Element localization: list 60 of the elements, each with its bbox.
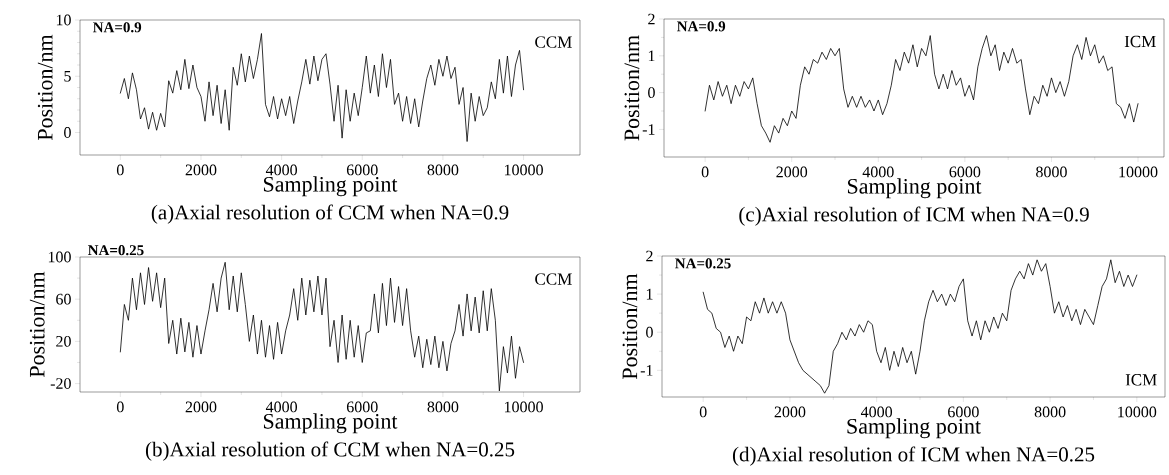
x-tick-label: 8000 (427, 164, 459, 176)
y-tick-label: 20 (56, 335, 71, 347)
x-tick-label: 0 (701, 166, 709, 178)
y-tick-label: -20 (50, 378, 71, 389)
x-tick-label: 6000 (948, 406, 979, 418)
annotation: NA=0.25 (675, 258, 731, 269)
x-tick-label: 4000 (265, 401, 298, 413)
y-tick-label: 2 (648, 13, 655, 25)
y-tick-label: -1 (642, 124, 655, 135)
x-tick-label: 2000 (774, 406, 806, 418)
x-tick-label: 10000 (1119, 166, 1158, 178)
x-tick-label: 2000 (185, 401, 217, 413)
annotation: NA=0.9 (676, 21, 726, 32)
annotation: ICM (1125, 374, 1157, 386)
annotation: ICM (1124, 35, 1156, 48)
text: (b)Axial resolution of CCM when NA=0.25 (145, 441, 515, 461)
x-tick-label: 8000 (427, 401, 459, 413)
x-tick-label: 10000 (1118, 406, 1157, 418)
x-axis-title: Sampling point (263, 413, 398, 434)
line-series (119, 33, 524, 142)
y-tick-label: 0 (646, 326, 653, 338)
y-tick-label: -1 (640, 365, 653, 376)
x-tick-label: 4000 (265, 164, 298, 176)
text: NA=0.25 (87, 245, 144, 256)
text: (a)Axial resolution of CCM when NA=0.9 (151, 204, 509, 224)
annotation: NA=0.9 (92, 22, 142, 33)
x-tick-label: 2000 (776, 166, 808, 178)
x-tick-label: 6000 (949, 166, 981, 178)
y-axis-title: Position/nm (29, 271, 45, 378)
x-tick-label: 4000 (862, 166, 894, 178)
text: (d)Axial resolution of ICM when NA=0.25 (732, 446, 1095, 466)
y-tick-label: 1 (648, 50, 655, 62)
x-tick-label: 8000 (1036, 166, 1067, 178)
y-tick-label: 60 (56, 293, 71, 305)
x-tick-label: 0 (699, 406, 707, 418)
x-tick-label: 6000 (346, 164, 378, 176)
annotation: CCM (535, 36, 572, 48)
y-axis-title: Position/nm (37, 34, 53, 141)
x-tick-label: 8000 (1034, 406, 1066, 418)
y-axis-title: Position/nm (624, 35, 640, 141)
y-tick-label: 100 (48, 251, 71, 263)
x-tick-label: 10000 (504, 401, 543, 413)
y-tick-label: 1 (646, 288, 653, 300)
annotation: CCM (535, 273, 572, 285)
x-tick-label: 4000 (860, 406, 893, 418)
x-tick-label: 10000 (504, 164, 543, 176)
y-axis-title: Position/nm (622, 273, 638, 380)
y-tick-label: 0 (64, 127, 71, 138)
x-tick-label: 0 (116, 401, 124, 413)
x-tick-label: 6000 (346, 401, 378, 413)
y-tick-label: 10 (56, 14, 71, 26)
y-tick-label: 0 (648, 87, 655, 99)
x-axis-title: Sampling point (847, 178, 982, 199)
x-axis-title: Sampling point (847, 418, 981, 439)
x-tick-label: 2000 (185, 164, 217, 176)
x-tick-label: 0 (116, 164, 124, 176)
text: (c)Axial resolution of ICM when NA=0.9 (739, 206, 1089, 226)
y-tick-label: 5 (64, 70, 71, 82)
x-axis-title: Sampling point (263, 176, 398, 197)
y-tick-label: 2 (646, 250, 653, 262)
